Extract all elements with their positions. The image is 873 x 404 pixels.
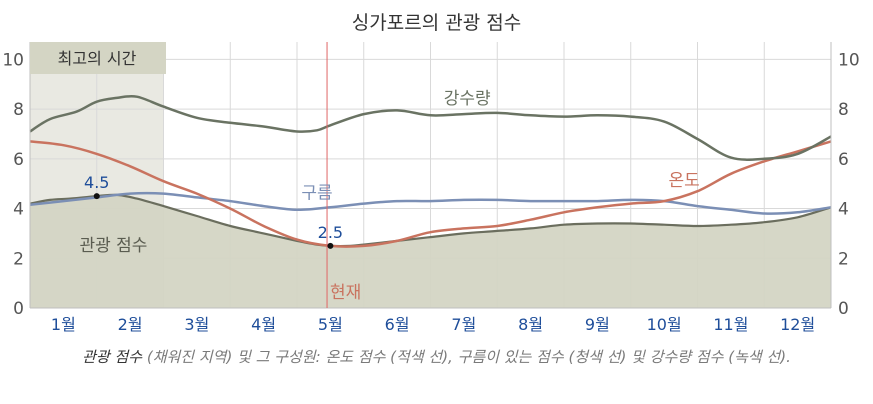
y-tick-label-left: 2 (13, 249, 24, 269)
y-tick-label-left: 10 (2, 50, 24, 70)
y-tick-label-left: 8 (13, 100, 24, 120)
month-label: 5월 (318, 315, 343, 334)
y-tick-label-right: 2 (838, 249, 849, 269)
series-label: 강수량 (444, 89, 491, 109)
caption-text: (채워진 지역) 및 그 구성원: 온도 점수 (적색 선), 구름이 있는 점… (142, 348, 791, 366)
y-tick-label-left: 0 (13, 299, 24, 319)
month-label: 12월 (780, 315, 815, 334)
annotation-value: 4.5 (84, 173, 109, 192)
best-time-label: 최고의 시간 (58, 49, 137, 68)
precipitation-line (29, 94, 832, 161)
tourism-score-line (29, 193, 832, 248)
annotation-point (93, 193, 100, 200)
month-label: 3월 (184, 315, 209, 334)
annotation-point (327, 242, 334, 249)
chart-title: 싱가포르의 관광 점수 (351, 12, 522, 34)
y-tick-label-right: 8 (838, 100, 849, 120)
y-tick-label-right: 0 (838, 299, 849, 319)
month-label: 6월 (385, 315, 410, 334)
y-tick-label-left: 4 (13, 200, 24, 220)
month-label: 9월 (585, 315, 610, 334)
temperature-line (29, 140, 832, 248)
y-tick-label-right: 4 (838, 200, 849, 220)
series-label: 온도 (669, 171, 700, 191)
series-label: 구름 (301, 184, 332, 204)
best-time-label-box (30, 42, 166, 74)
annotation-value: 2.5 (318, 223, 343, 242)
caption-lead: 관광 점수 (82, 348, 143, 366)
chart-caption: 관광 점수 (채워진 지역) 및 그 구성원: 온도 점수 (적색 선), 구름… (4, 346, 869, 369)
month-label: 11월 (713, 315, 748, 334)
month-label: 4월 (251, 315, 276, 334)
month-label: 8월 (518, 315, 543, 334)
series-label: 관광 점수 (79, 236, 147, 256)
month-label: 2월 (118, 315, 143, 334)
tourism-score-chart: 현재 최고의 시간 0 0 2 2 4 4 6 6 8 8 10 10 1월 2월 3월 4월 5월 6월 7월 8월 9월… (2, 42, 860, 334)
month-label: 10월 (647, 315, 682, 334)
now-label: 현재 (330, 283, 361, 303)
month-label: 1월 (51, 315, 76, 334)
y-tick-label-right: 10 (838, 50, 860, 70)
month-label: 7월 (451, 315, 476, 334)
tourism-score-area (30, 194, 831, 308)
clouds-line (29, 191, 832, 215)
y-tick-label-right: 6 (838, 150, 849, 170)
y-tick-label-left: 6 (13, 150, 24, 170)
